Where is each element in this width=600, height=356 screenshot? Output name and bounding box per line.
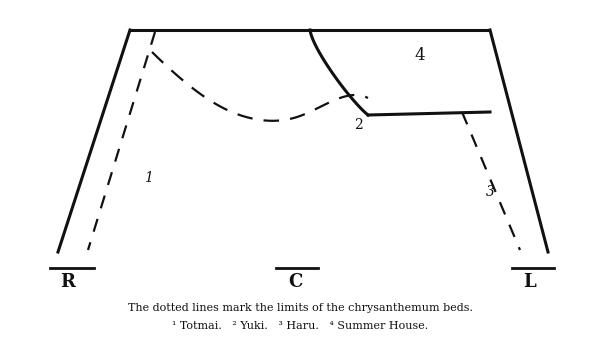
Text: C: C [288,273,302,291]
Text: 4: 4 [415,47,425,63]
Text: 2: 2 [353,118,362,132]
Text: L: L [524,273,536,291]
Text: 1: 1 [143,171,152,185]
Text: 3: 3 [485,185,494,199]
Text: The dotted lines mark the limits of the chrysanthemum beds.: The dotted lines mark the limits of the … [128,303,473,313]
Text: ¹ Totmai.   ² Yuki.   ³ Haru.   ⁴ Summer House.: ¹ Totmai. ² Yuki. ³ Haru. ⁴ Summer House… [172,321,428,331]
Text: R: R [61,273,76,291]
